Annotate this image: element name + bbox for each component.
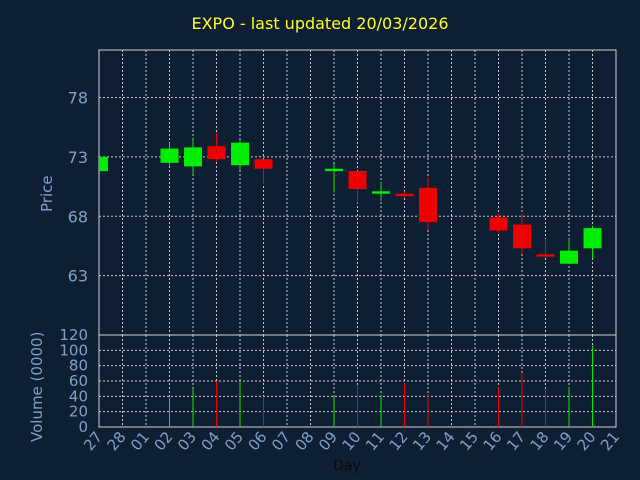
candle-body-down: [536, 254, 555, 257]
candle-body-up: [560, 250, 578, 264]
x-tick-label: 10: [339, 428, 365, 454]
candle-body-up: [583, 228, 602, 249]
price-axis-label: Price: [38, 175, 56, 212]
x-tick-label: 07: [268, 428, 294, 454]
x-tick-label: 28: [104, 428, 130, 454]
price-tick-label: 68: [68, 207, 88, 226]
volume-tick-label: 40: [69, 387, 88, 405]
volume-axis-label: Volume (0000): [28, 331, 46, 442]
candle-body-down: [419, 187, 437, 223]
candle-body-up: [184, 147, 202, 167]
candle-body-down: [207, 146, 226, 160]
candle-body-up: [325, 168, 343, 172]
candle-body-up: [372, 191, 390, 194]
volume-tick-label: 120: [59, 326, 88, 344]
x-tick-label: 16: [480, 428, 506, 454]
x-tick-label: 03: [174, 428, 200, 454]
candle-body-up: [231, 142, 249, 166]
x-tick-label: 05: [221, 428, 247, 454]
x-tick-label: 02: [151, 428, 177, 454]
candle-body-down: [489, 217, 508, 231]
volume-tick-label: 80: [69, 357, 88, 375]
chart-title: EXPO - last updated 20/03/2026: [191, 14, 449, 33]
x-tick-label: 08: [292, 428, 318, 454]
x-tick-label: 17: [503, 428, 529, 454]
volume-tick-label: 0: [78, 418, 88, 436]
x-tick-label: 14: [433, 428, 459, 454]
x-tick-label: 12: [386, 428, 412, 454]
price-tick-label: 63: [68, 267, 88, 286]
candle-body-down: [348, 171, 367, 189]
volume-tick-label: 100: [59, 341, 88, 359]
x-tick-label: 09: [315, 428, 341, 454]
candle-body-down: [254, 159, 273, 169]
volume-tick-label: 20: [69, 403, 88, 421]
x-axis-label: Day: [333, 458, 361, 474]
x-tick-label: 06: [245, 428, 271, 454]
candle-body-down: [395, 193, 414, 197]
candle-body-up: [99, 156, 108, 172]
x-tick-label: 19: [550, 428, 576, 454]
x-tick-label: 01: [127, 428, 153, 454]
x-tick-label: 18: [527, 428, 553, 454]
x-tick-label: 04: [198, 428, 224, 454]
x-tick-label: 15: [456, 428, 482, 454]
x-tick-label: 21: [597, 428, 623, 454]
price-tick-label: 78: [68, 89, 88, 108]
x-tick-label: 20: [574, 428, 600, 454]
volume-tick-label: 60: [69, 372, 88, 390]
candle-body-up: [160, 148, 179, 163]
price-tick-label: 73: [68, 148, 88, 167]
candles-group: [99, 133, 602, 264]
x-tick-label: 13: [409, 428, 435, 454]
x-tick-label: 11: [362, 428, 388, 454]
candle-body-down: [513, 224, 531, 249]
